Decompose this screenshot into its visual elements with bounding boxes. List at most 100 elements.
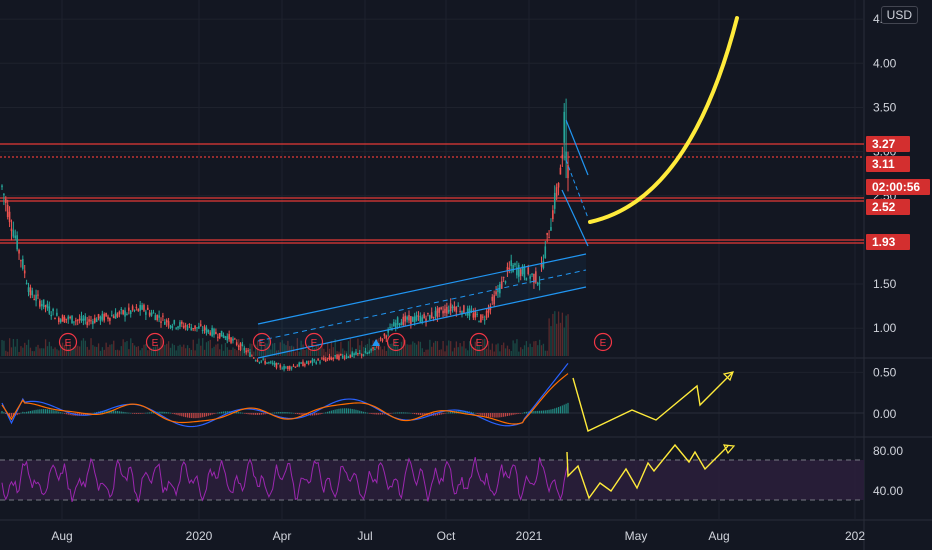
candle-body [423, 314, 425, 319]
volume-bar [145, 343, 147, 356]
candle-body [133, 310, 136, 312]
volume-bar [97, 343, 100, 356]
macd-pane[interactable] [0, 363, 864, 432]
currency-label[interactable]: USD [880, 6, 918, 24]
candle-body [224, 336, 227, 339]
macd-histogram-bar [482, 413, 484, 416]
macd-histogram-bar [139, 413, 141, 414]
candle-body [519, 269, 522, 277]
candle-body [29, 287, 32, 296]
time-axis[interactable]: Aug 2020 Apr Jul Oct 2021 May Aug 202 [51, 529, 865, 543]
macd-histogram-bar [200, 413, 202, 418]
volume-bar [41, 348, 43, 356]
macd-histogram-bar [292, 412, 295, 414]
candle-body [243, 348, 246, 351]
candle-body [46, 303, 49, 309]
macd-histogram-bar [198, 413, 200, 418]
candle-body [152, 312, 155, 314]
macd-histogram-bar [224, 411, 226, 414]
macd-histogram-bar [256, 413, 259, 415]
candle-body [241, 344, 244, 346]
volume-bar [27, 339, 30, 356]
volume-bar [220, 344, 223, 356]
macd-histogram-bar [111, 410, 113, 414]
volume-bar [404, 339, 406, 356]
macd-histogram-bar [192, 413, 194, 419]
macd-histogram-bar [378, 413, 380, 415]
macd-histogram-bar [35, 409, 37, 414]
macd-histogram-bar [423, 413, 425, 416]
macd-histogram-bar [128, 412, 130, 414]
volume-bar [203, 349, 206, 356]
macd-histogram-bar [323, 412, 325, 414]
volume-bar [58, 350, 60, 356]
volume-bar [139, 350, 141, 356]
macd-histogram-bar [29, 410, 31, 414]
candle-body [31, 290, 34, 296]
macd-histogram-bar [387, 413, 389, 414]
macd-histogram-bar [281, 411, 283, 414]
macd-histogram-bar [194, 413, 196, 419]
candle-body [402, 316, 405, 325]
candle-body [145, 311, 147, 315]
volume-bar [309, 349, 312, 356]
macd-histogram-bar [410, 412, 412, 414]
macd-histogram-bar [476, 413, 478, 414]
candle-body [139, 304, 141, 311]
macd-histogram-bar [54, 410, 56, 414]
candle-body [40, 304, 43, 307]
macd-histogram-bar [546, 410, 548, 414]
price-axis[interactable]: 5.4.504.003.503.002.501.501.000.503.273.… [866, 0, 930, 498]
candle-body [148, 312, 151, 316]
macd-histogram-bar [326, 411, 329, 414]
macd-histogram-bar [544, 410, 546, 414]
volume-bar [101, 347, 104, 356]
macd-histogram-bar [46, 409, 49, 414]
candle-body [447, 309, 450, 313]
volume-bar [202, 338, 204, 356]
candle-body [158, 315, 160, 318]
volume-bar [1, 339, 3, 356]
macd-histogram-bar [438, 413, 440, 415]
candle-body [182, 325, 185, 328]
candle-body [517, 264, 520, 277]
rsi-pane[interactable] [0, 443, 864, 503]
candle-body [179, 322, 181, 327]
macd-histogram-bar [563, 404, 565, 414]
candle-body [434, 310, 437, 317]
volume-bar [323, 348, 325, 356]
candle-body [480, 314, 482, 322]
volume-bar [425, 349, 427, 356]
volume-bar [436, 341, 439, 356]
volume-bar [544, 350, 546, 356]
candle-body [270, 361, 272, 363]
candle-body [230, 337, 232, 343]
rsi-tick-label: 40.00 [873, 484, 903, 498]
volume-bar [77, 345, 79, 356]
macd-histogram-bar [135, 413, 138, 414]
volume-bar [326, 343, 329, 356]
macd-histogram-bar [133, 413, 136, 414]
price-tick-label: 1.50 [873, 277, 897, 291]
volume-bar [453, 347, 456, 356]
macd-histogram-bar [3, 412, 5, 414]
volume-bar [166, 343, 168, 356]
volume-bar [8, 338, 11, 356]
macd-histogram-bar [321, 413, 323, 414]
candle-body [264, 361, 266, 364]
candle-body [75, 320, 77, 322]
candle-body [247, 350, 249, 352]
price-tick-label: 3.50 [873, 100, 897, 114]
volume-bar [298, 351, 300, 356]
candle-body [510, 260, 513, 266]
volume-bar [379, 346, 382, 356]
macd-histogram-bar [366, 412, 368, 414]
volume-bar [272, 343, 274, 356]
macd-histogram-bar [137, 413, 139, 414]
macd-histogram-bar [67, 413, 69, 415]
macd-histogram-bar [404, 412, 406, 414]
macd-histogram-bar [349, 408, 351, 414]
level-tag-label: 3.27 [872, 137, 896, 151]
